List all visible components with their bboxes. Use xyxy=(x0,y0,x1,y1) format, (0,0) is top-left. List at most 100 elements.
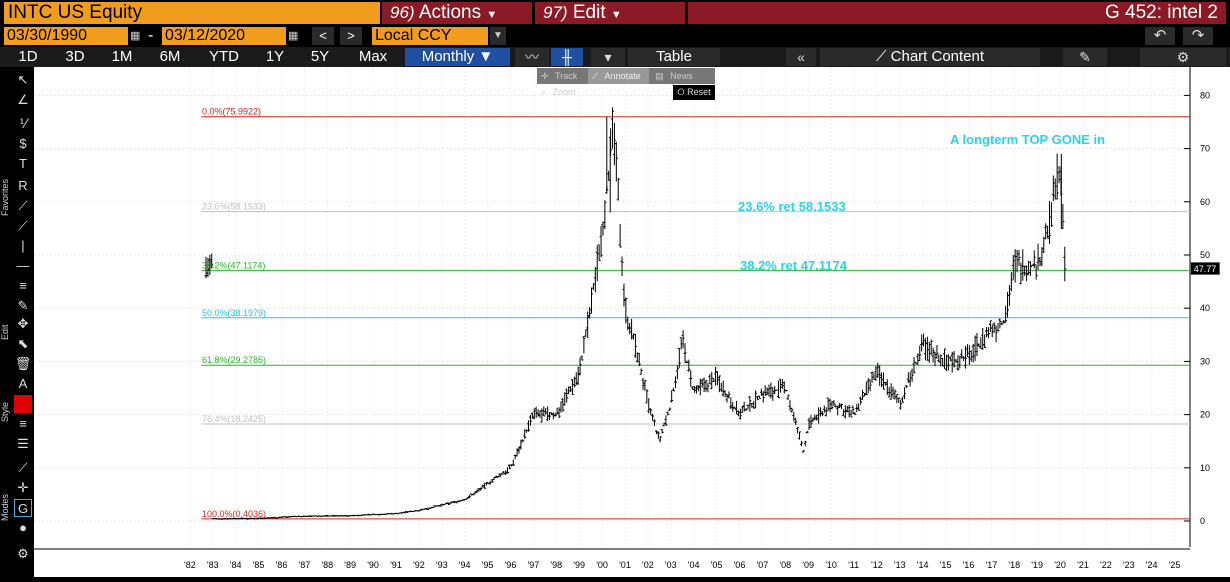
date-separator: - xyxy=(148,27,154,44)
y-tick-label: 80 xyxy=(1200,90,1210,100)
annotation-text: A longterm TOP GONE in xyxy=(950,132,1105,147)
price-chart[interactable]: 80 70 60 50 40 30 20 10 0 '82 '83 '84 '85 '86 '87 '88 '8… xyxy=(34,67,1230,577)
color-icon[interactable] xyxy=(14,395,32,413)
price-tool-icon[interactable]: $ xyxy=(19,136,27,151)
percent-tool-icon[interactable]: ⅟ xyxy=(19,116,27,131)
x-tick-label: '11 xyxy=(848,560,859,570)
tab-modes[interactable]: Modes xyxy=(0,493,10,521)
annotate-button[interactable]: ⟋ Annotate xyxy=(587,68,649,84)
undo-button[interactable]: ↶ xyxy=(1145,27,1175,45)
line-chart-icon[interactable]: 〰 xyxy=(515,48,549,66)
bar-chart-icon[interactable]: ╫ xyxy=(551,48,583,66)
track-label: Track xyxy=(555,71,578,81)
crosshair-icon[interactable]: ✛ xyxy=(17,480,29,495)
period-max[interactable]: Max xyxy=(345,48,401,66)
x-tick-label: '85 xyxy=(253,560,265,570)
x-tick-label: '91 xyxy=(390,560,402,570)
period-5y[interactable]: 5Y xyxy=(300,48,340,66)
edit-chart-icon[interactable]: ✎ xyxy=(1063,48,1107,66)
x-tick-label: '07 xyxy=(757,560,769,570)
zoom-label: Zoom xyxy=(552,87,576,97)
chart-content-button[interactable]: ⟋ Chart Content xyxy=(820,48,1040,66)
pointer-icon[interactable]: ↖ xyxy=(17,72,29,87)
zoom-button[interactable]: ⌕ Zoom xyxy=(537,84,584,100)
gear-icon[interactable]: ⚙ xyxy=(1140,48,1226,66)
end-date-field[interactable]: 03/12/2020 xyxy=(162,27,286,45)
y-tick-label: 30 xyxy=(1200,356,1210,366)
table-button[interactable]: Table xyxy=(628,48,720,66)
actions-menu[interactable]: 96) Actions ▼ xyxy=(382,2,532,24)
last-price-tag: 47.77 xyxy=(1190,262,1220,275)
fib-label: 61.8%(29.2785) xyxy=(202,355,266,365)
fib-label: 38.2%(47.1174) xyxy=(202,260,265,270)
ray-icon[interactable]: ⟋ xyxy=(18,218,28,233)
reset-icon: ⭘ xyxy=(677,87,685,97)
period-3d[interactable]: 3D xyxy=(55,48,95,66)
horizontal-line-icon[interactable]: — xyxy=(16,258,30,273)
snap-icon[interactable]: G xyxy=(14,499,32,517)
ticker-field[interactable]: INTC US Equity xyxy=(4,2,380,24)
vertical-line-icon[interactable]: | xyxy=(21,238,25,253)
draw-mode-icon[interactable]: ⟋ xyxy=(18,460,28,475)
trendline-icon[interactable]: ⟋ xyxy=(18,198,28,213)
x-tick-label: '19 xyxy=(1031,560,1043,570)
y-tick-label: 70 xyxy=(1200,144,1210,154)
reset-button[interactable]: ⭘ Reset xyxy=(673,85,715,100)
channel-icon[interactable]: ≡ xyxy=(19,278,27,293)
calendar-icon[interactable]: ▦ xyxy=(288,30,299,42)
redo-button[interactable]: ↷ xyxy=(1183,27,1213,45)
calendar-icon[interactable]: ▦ xyxy=(130,30,141,42)
font-icon[interactable]: A xyxy=(18,376,28,391)
text-tool-icon[interactable]: T xyxy=(19,156,27,171)
x-tick-label: '23 xyxy=(1123,560,1135,570)
currency-dropdown-button[interactable]: ▼ xyxy=(490,27,506,45)
track-button[interactable]: ✛ Track xyxy=(537,68,585,84)
draw-line-icon[interactable]: ∠ xyxy=(17,92,29,107)
chart-content-icon: ⟋ xyxy=(875,48,891,65)
next-period-button[interactable]: > xyxy=(340,27,362,45)
select-icon[interactable]: ⬉ xyxy=(17,336,29,351)
left-toolbar: Favorites Edit Style Modes ↖ ∠ ⅟ $ T R ⟋… xyxy=(0,67,34,577)
x-tick-label: '17 xyxy=(986,560,998,570)
chart-type-dropdown[interactable]: ▾ xyxy=(591,48,625,66)
x-tick-label: '08 xyxy=(779,560,791,570)
edit-menu[interactable]: 97) Edit ▼ xyxy=(535,2,685,24)
move-icon[interactable]: ✥ xyxy=(17,316,29,331)
line-style-icon[interactable]: ☰ xyxy=(17,436,29,451)
line-weight-icon[interactable]: ≡ xyxy=(19,416,27,431)
tab-edit[interactable]: Edit xyxy=(0,324,10,340)
period-ytd[interactable]: YTD xyxy=(198,48,250,66)
actions-label: Actions xyxy=(418,2,482,23)
chart-area[interactable]: 80 70 60 50 40 30 20 10 0 '82 '83 '84 '85 '86 '87 '88 '8… xyxy=(34,67,1230,577)
period-1d[interactable]: 1D xyxy=(8,48,48,66)
frequency-dropdown[interactable]: Monthly ▼ xyxy=(405,48,510,66)
x-tick-label: '89 xyxy=(344,560,356,570)
period-6m[interactable]: 6M xyxy=(150,48,190,66)
prev-period-button[interactable]: < xyxy=(312,27,334,45)
reset-label: Reset xyxy=(687,87,711,97)
settings-icon[interactable]: ⚙ xyxy=(17,546,29,561)
start-date-field[interactable]: 03/30/1990 xyxy=(4,27,128,45)
tab-style[interactable]: Style xyxy=(0,402,10,423)
period-1m[interactable]: 1M xyxy=(102,48,142,66)
x-tick-label: '01 xyxy=(619,560,631,570)
x-tick-label: '02 xyxy=(642,560,654,570)
x-tick-label: '97 xyxy=(528,560,540,570)
edit-num: 97) xyxy=(543,3,568,22)
color-mode-icon[interactable]: ● xyxy=(19,520,27,535)
y-tick-label: 60 xyxy=(1200,197,1210,207)
retracement-icon[interactable]: R xyxy=(18,178,28,193)
annotate-label: Annotate xyxy=(604,71,641,81)
actions-num: 96) xyxy=(390,3,415,22)
pencil-icon[interactable]: ✎ xyxy=(17,298,29,313)
currency-field[interactable]: Local CCY xyxy=(372,27,488,45)
collapse-icon[interactable]: « xyxy=(786,48,816,66)
period-1y[interactable]: 1Y xyxy=(255,48,295,66)
x-tick-label: '83 xyxy=(207,560,219,570)
y-tick-label: 0 xyxy=(1200,516,1205,526)
fib-label: 50.0%(38.1979) xyxy=(202,308,266,318)
news-button[interactable]: ▤ News xyxy=(651,68,701,84)
x-tick-label: '21 xyxy=(1077,560,1089,570)
trash-icon[interactable]: 🗑 xyxy=(14,356,32,371)
tab-favorites[interactable]: Favorites xyxy=(0,178,10,216)
